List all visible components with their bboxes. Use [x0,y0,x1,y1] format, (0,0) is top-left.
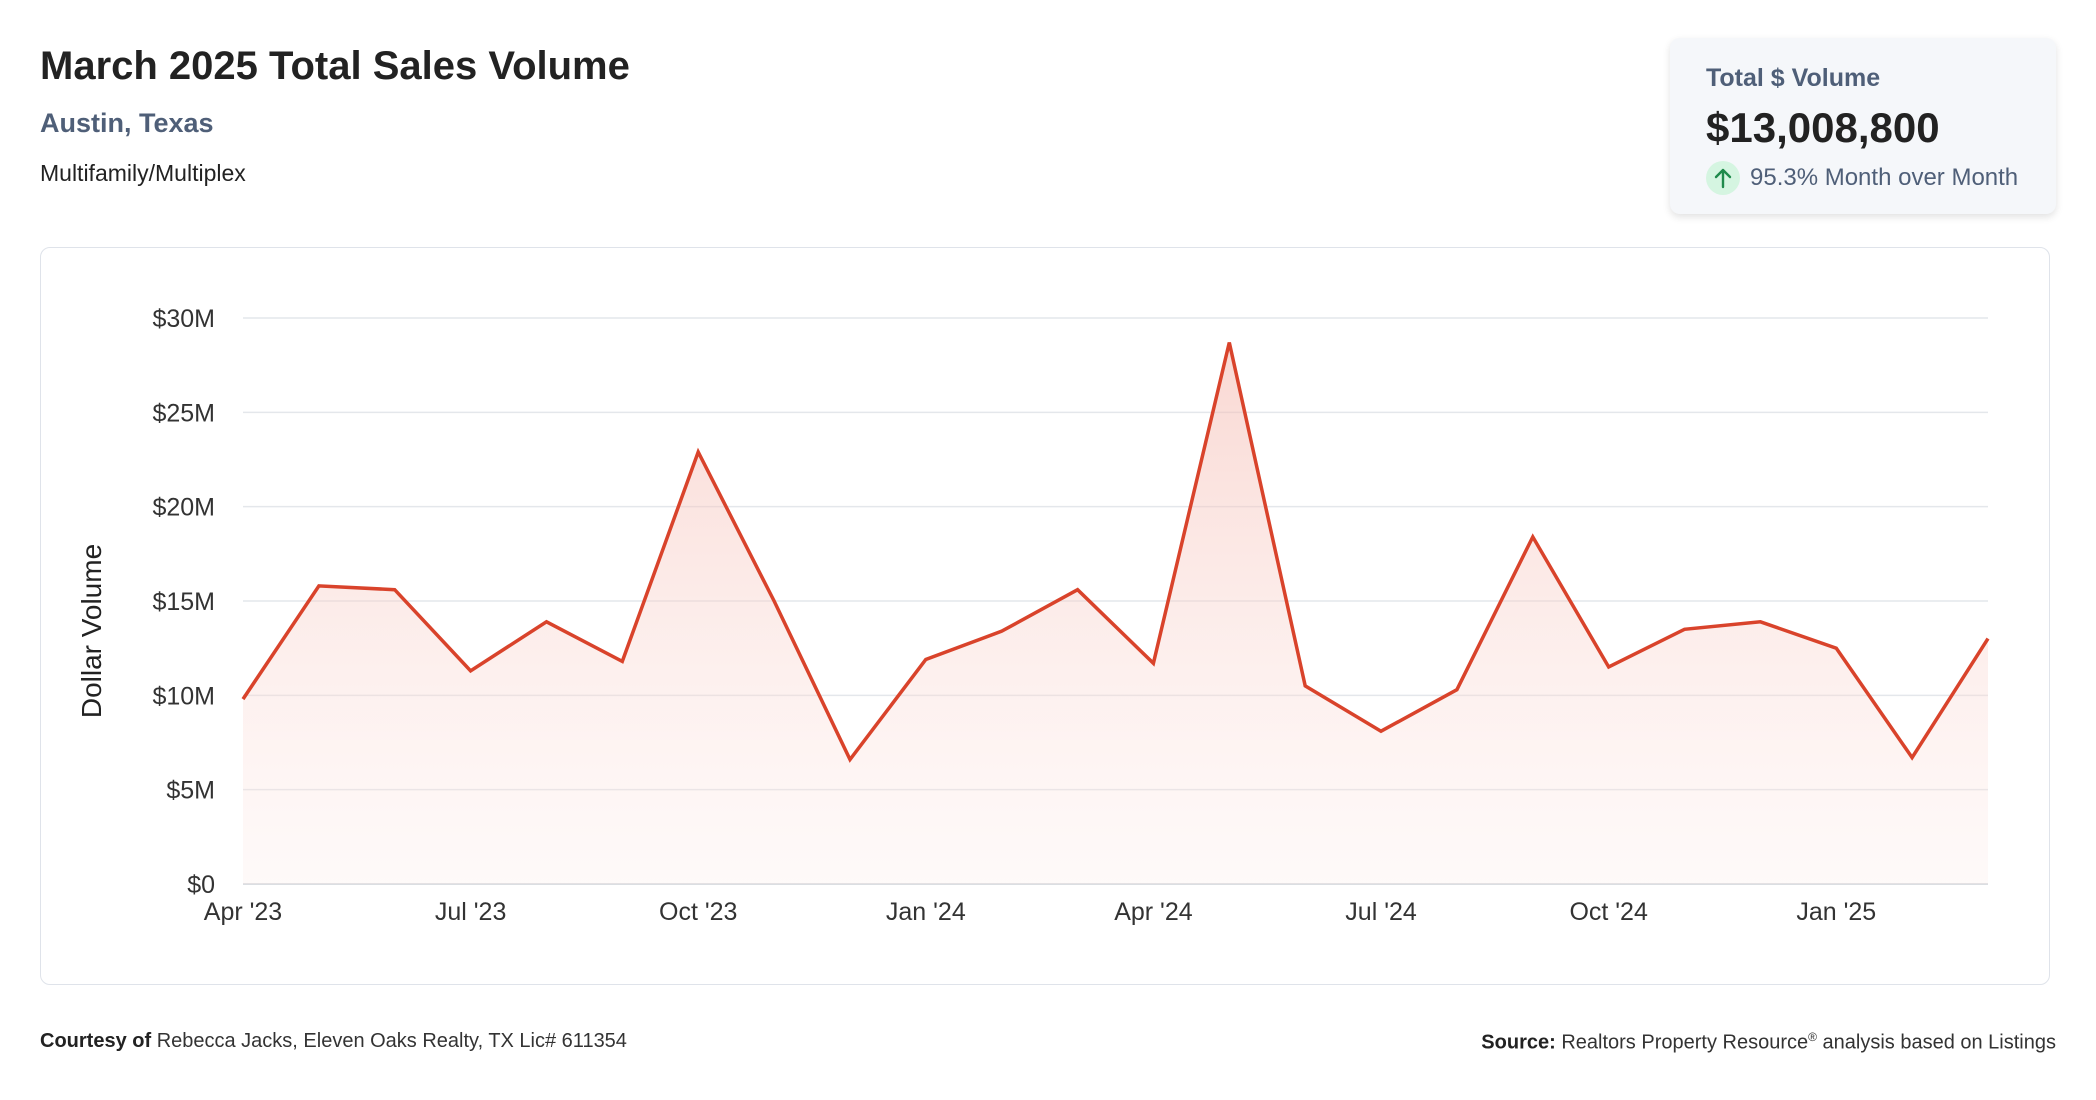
data-point[interactable] [1223,337,1235,349]
chart-panel: $0 $5M $10M $15M $20M $25M $30M Apr '23 Jul '23 O… [40,247,2050,985]
x-tick-label: Oct '23 [659,898,737,926]
y-tick-label: $15M [152,588,215,616]
page-title: March 2025 Total Sales Volume [40,44,630,88]
change-text: 95.3% Month over Month [1750,164,2019,191]
data-point[interactable] [1299,680,1311,692]
x-tick-label: Jul '24 [1345,898,1417,926]
x-tick-label: Apr '24 [1114,898,1193,926]
data-point[interactable] [768,595,780,607]
courtesy-text: Rebecca Jacks, Eleven Oaks Realty, TX Li… [156,1030,627,1052]
data-point[interactable] [1906,752,1918,764]
data-point[interactable] [1679,623,1691,635]
x-tick-label: Oct '24 [1569,898,1648,926]
data-point[interactable] [1830,642,1842,654]
location-subtitle: Austin, Texas [40,108,214,138]
y-tick-label: $25M [152,399,215,427]
data-point[interactable] [1072,584,1084,596]
property-type-label: Multifamily/Multiplex [40,160,246,186]
y-tick-label: $5M [166,777,215,805]
total-volume-card: Total $ Volume $13,008,800 95.3% Month o… [1670,38,2056,214]
stat-label: Total $ Volume [1706,64,1881,92]
data-point[interactable] [313,580,325,592]
source-footer: Source: Realtors Property Resource® anal… [1481,1030,2056,1055]
sales-volume-chart: $0 $5M $10M $15M $20M $25M $30M Apr '23 Jul '23 O… [76,305,1994,926]
data-point[interactable] [1527,531,1539,543]
x-tick-label: Jan '25 [1796,898,1876,926]
arrow-up-icon [1706,161,1740,195]
data-point[interactable] [540,616,552,628]
courtesy-label: Courtesy of [40,1030,152,1052]
source-text: Realtors Property Resource [1561,1031,1809,1054]
registered-mark: ® [1808,1030,1817,1044]
data-point[interactable] [1982,633,1994,645]
series-area [243,342,1988,884]
series-line [241,342,1990,763]
data-point[interactable] [920,653,932,665]
data-point[interactable] [616,655,628,667]
y-tick-label: $0 [187,871,215,899]
data-point[interactable] [1603,661,1615,673]
data-point[interactable] [692,446,704,458]
stat-change: 95.3% Month over Month [1706,160,2018,196]
data-point[interactable] [1754,616,1766,628]
stat-value: $13,008,800 [1706,104,1940,151]
x-tick-label: Jan '24 [886,898,966,926]
y-axis-title: Dollar Volume [76,544,107,718]
data-point[interactable] [465,665,477,677]
data-point[interactable] [1147,657,1159,669]
data-point[interactable] [844,753,856,765]
data-point[interactable] [1375,725,1387,737]
data-point[interactable] [1451,684,1463,696]
x-tick-label: Apr '23 [204,898,282,926]
data-point[interactable] [389,584,401,596]
x-tick-label: Jul '23 [435,898,506,926]
data-point[interactable] [237,693,249,705]
data-point[interactable] [996,625,1008,637]
y-tick-label: $20M [152,494,215,522]
courtesy-footer: Courtesy of Rebecca Jacks, Eleven Oaks R… [40,1030,627,1053]
source-label: Source: [1481,1031,1556,1054]
y-tick-label: $10M [152,682,215,710]
y-tick-label: $30M [152,305,215,333]
source-suffix: analysis based on Listings [1822,1031,2056,1054]
